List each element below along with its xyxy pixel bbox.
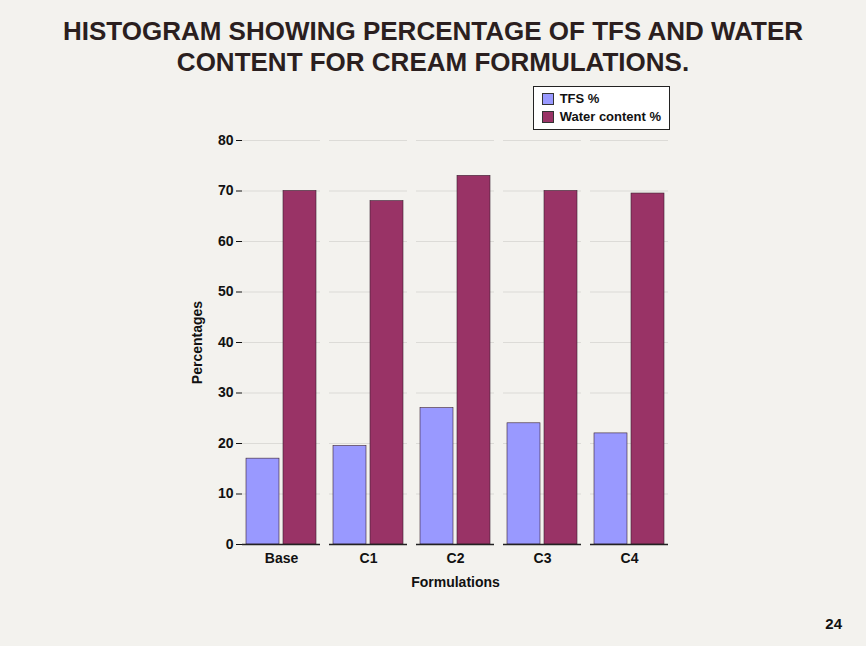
svg-text:C1: C1 bbox=[360, 550, 378, 566]
svg-text:C4: C4 bbox=[621, 550, 639, 566]
svg-text:C3: C3 bbox=[534, 550, 552, 566]
html-text:TFS %: TFS % bbox=[559, 91, 600, 106]
svg-text:40: 40 bbox=[218, 334, 234, 350]
svg-text:20: 20 bbox=[218, 435, 234, 451]
svg-text:50: 50 bbox=[218, 283, 234, 299]
svg-text:30: 30 bbox=[218, 384, 234, 400]
svg-text:60: 60 bbox=[218, 233, 234, 249]
html-text:24: 24 bbox=[825, 615, 842, 632]
svg-text:10: 10 bbox=[218, 485, 234, 501]
svg-text:80: 80 bbox=[218, 132, 234, 148]
svg-text:Formulations: Formulations bbox=[411, 574, 500, 590]
svg-text:Percentages: Percentages bbox=[189, 301, 205, 384]
html-text:HISTOGRAM SHOWING PERCENTAGE O: HISTOGRAM SHOWING PERCENTAGE OF TFS AND … bbox=[63, 16, 803, 77]
svg-text:70: 70 bbox=[218, 182, 234, 198]
svg-text:Base: Base bbox=[265, 550, 299, 566]
html-text:Water content %: Water content % bbox=[559, 109, 661, 124]
svg-text:0: 0 bbox=[226, 536, 234, 552]
svg-text:C2: C2 bbox=[447, 550, 465, 566]
